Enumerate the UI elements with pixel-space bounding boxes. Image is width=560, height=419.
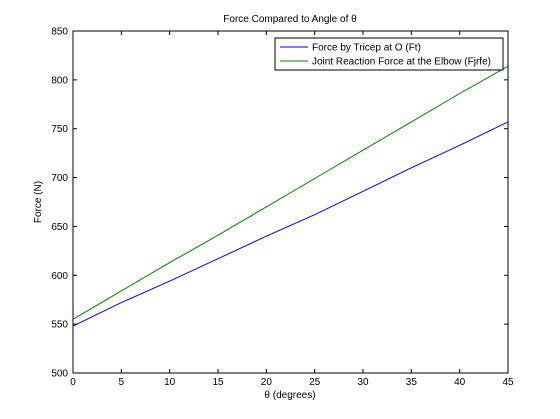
y-tick-label: 650 bbox=[51, 222, 68, 233]
y-tick-label: 800 bbox=[51, 75, 68, 86]
y-tick-label: 600 bbox=[51, 271, 68, 282]
chart-title: Force Compared to Angle of θ bbox=[223, 14, 357, 25]
x-tick-label: 10 bbox=[164, 377, 176, 388]
x-tick-label: 35 bbox=[406, 377, 418, 388]
y-tick-label: 750 bbox=[51, 124, 68, 135]
legend: Force by Tricep at O (Ft) Joint Reaction … bbox=[274, 37, 504, 71]
legend-label-1: Force by Tricep at O (Ft) bbox=[312, 43, 421, 54]
plot-area bbox=[72, 30, 509, 374]
y-tick-label: 550 bbox=[51, 320, 68, 331]
y-axis-label: Force (N) bbox=[33, 181, 44, 223]
y-tick-label: 850 bbox=[51, 27, 68, 38]
x-tick-label: 0 bbox=[70, 377, 76, 388]
axis-ticks: 0 5 10 15 20 25 30 35 40 45 500 550 600 650 700 750 800 8… bbox=[51, 27, 514, 389]
series-line-1 bbox=[72, 121, 509, 327]
legend-box bbox=[274, 37, 504, 71]
series-line-2 bbox=[72, 65, 509, 320]
y-tick-label: 700 bbox=[51, 173, 68, 184]
x-tick-label: 25 bbox=[309, 377, 321, 388]
x-tick-label: 20 bbox=[261, 377, 273, 388]
x-axis-label: θ (degrees) bbox=[264, 390, 315, 401]
x-tick-label: 45 bbox=[502, 377, 514, 388]
y-tick-label: 500 bbox=[51, 369, 68, 380]
x-tick-label: 30 bbox=[357, 377, 369, 388]
x-tick-label: 5 bbox=[119, 377, 125, 388]
series-lines bbox=[72, 65, 509, 327]
legend-label-2: Joint Reaction Force at the Elbow (Fjrfe… bbox=[312, 57, 491, 68]
x-tick-label: 15 bbox=[212, 377, 224, 388]
x-tick-label: 40 bbox=[454, 377, 466, 388]
